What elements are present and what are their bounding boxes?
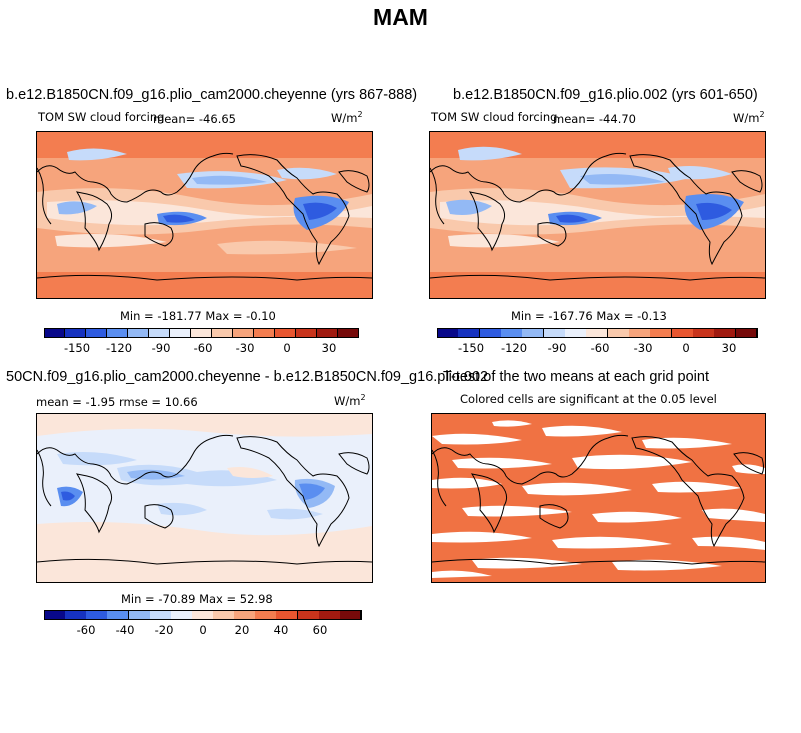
- panel-1-map: [36, 131, 373, 299]
- colorbar-swatch: [170, 328, 191, 338]
- panel-4-title: T-test of the two means at each grid poi…: [443, 369, 709, 385]
- colorbar-swatch: [191, 328, 212, 338]
- panel-3-cbar-tick: 40: [273, 623, 289, 637]
- panel-3-cbar-tick: 60: [312, 623, 328, 637]
- colorbar-swatch: [735, 328, 758, 338]
- colorbar-swatch: [317, 328, 338, 338]
- panel-1-title: b.e12.B1850CN.f09_g16.plio_cam2000.cheye…: [6, 87, 418, 103]
- panel-3-stats: Min = -70.89 Max = 52.98: [121, 592, 273, 606]
- panel-2-variable-label: TOM SW cloud forcing: [431, 110, 558, 124]
- panel-2-cbar-tick: -60: [590, 341, 610, 355]
- colorbar-swatch: [149, 328, 170, 338]
- panel-2-title: b.e12.B1850CN.f09_g16.plio.002 (yrs 601-…: [453, 87, 758, 103]
- panel-3-title: 50CN.f09_g16.plio_cam2000.cheyenne - b.e…: [6, 369, 489, 385]
- figure-title: MAM: [373, 4, 428, 30]
- panel-1-cbar-tick: -120: [105, 341, 133, 355]
- panel-1-cbar-tick: 30: [321, 341, 337, 355]
- panel-4-map: [431, 413, 766, 583]
- panel-2-cbar-tick: -150: [457, 341, 485, 355]
- panel-1-variable-label: TOM SW cloud forcing: [38, 110, 165, 124]
- panel-2-units: W/m2: [733, 110, 765, 125]
- panel-2-cbar-tick: -120: [500, 341, 528, 355]
- panel-2-colorbar-frame: [437, 328, 757, 338]
- panel-1-units: W/m2: [331, 110, 363, 125]
- panel-1-mean: mean= -46.65: [153, 112, 236, 126]
- panel-1-cbar-tick: -30: [235, 341, 255, 355]
- colorbar-swatch: [128, 328, 149, 338]
- colorbar-swatch: [296, 328, 317, 338]
- colorbar-swatch: [44, 328, 65, 338]
- panel-1-colorbar-frame: [44, 328, 359, 338]
- panel-3-cbar-tick: -20: [154, 623, 174, 637]
- panel-2-stats: Min = -167.76 Max = -0.13: [511, 309, 667, 323]
- panel-1-cbar-tick: -60: [193, 341, 213, 355]
- colorbar-swatch: [233, 328, 254, 338]
- panel-1-cbar-tick: -150: [63, 341, 91, 355]
- colorbar-swatch: [254, 328, 275, 338]
- panel-1-cbar-tick: 0: [283, 341, 291, 355]
- colorbar-swatch: [212, 328, 233, 338]
- panel-2-cbar-tick: -90: [547, 341, 567, 355]
- panel-3-mean-rmse: mean = -1.95 rmse = 10.66: [36, 395, 198, 409]
- panel-3-units: W/m2: [334, 393, 366, 408]
- panel-1-stats: Min = -181.77 Max = -0.10: [120, 309, 276, 323]
- colorbar-swatch: [107, 328, 128, 338]
- panel-3-cbar-tick: 20: [234, 623, 250, 637]
- panel-2-cbar-tick: 30: [721, 341, 737, 355]
- panel-2-mean: mean= -44.70: [553, 112, 636, 126]
- panel-3-map: [36, 413, 373, 583]
- colorbar-swatch: [339, 610, 362, 620]
- panel-2-cbar-tick: -30: [633, 341, 653, 355]
- panel-3-colorbar-frame: [44, 610, 361, 620]
- panel-3-cbar-tick: -60: [76, 623, 96, 637]
- colorbar-swatch: [65, 328, 86, 338]
- panel-3-cbar-tick: -40: [115, 623, 135, 637]
- panel-4-subtitle: Colored cells are significant at the 0.0…: [460, 392, 717, 406]
- panel-1-cbar-tick: -90: [151, 341, 171, 355]
- panel-3-cbar-tick: 0: [199, 623, 207, 637]
- colorbar-swatch: [86, 328, 107, 338]
- panel-2-map: [429, 131, 766, 299]
- colorbar-swatch: [275, 328, 296, 338]
- panel-2-cbar-tick: 0: [682, 341, 690, 355]
